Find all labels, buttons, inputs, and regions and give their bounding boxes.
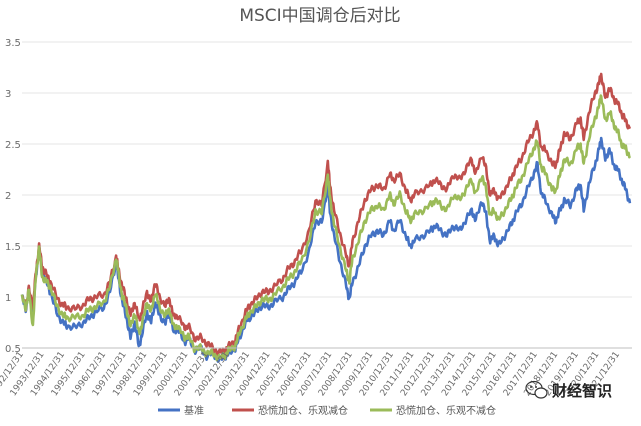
series-line-3 (20, 94, 632, 362)
legend-label: 恐慌加仓、乐观不减仓 (396, 404, 496, 417)
y-tick-label: 1 (5, 293, 11, 304)
y-tick-label: 0.5 (5, 344, 21, 355)
y-tick-label: 2.5 (5, 140, 21, 151)
y-axis-ticks: 3.5 3 2.5 2 1.5 1 0.5 (5, 38, 21, 355)
legend: 基准 恐慌加仓、乐观减仓 恐慌加仓、乐观不减仓 (158, 404, 496, 417)
legend-label: 恐慌加仓、乐观减仓 (258, 404, 348, 417)
y-tick-label: 1.5 (5, 242, 21, 253)
watermark-text: 财经智识 (552, 382, 612, 400)
series-layer (20, 72, 632, 363)
watermark: 财经智识 (525, 380, 612, 400)
legend-label: 基准 (184, 404, 204, 417)
y-tick-label: 3.5 (5, 38, 21, 49)
wechat-icon (525, 380, 548, 399)
chart-title: MSCI中国调仓后对比 (239, 6, 400, 26)
y-tick-label: 3 (5, 89, 11, 100)
y-tick-label: 2 (5, 191, 11, 202)
